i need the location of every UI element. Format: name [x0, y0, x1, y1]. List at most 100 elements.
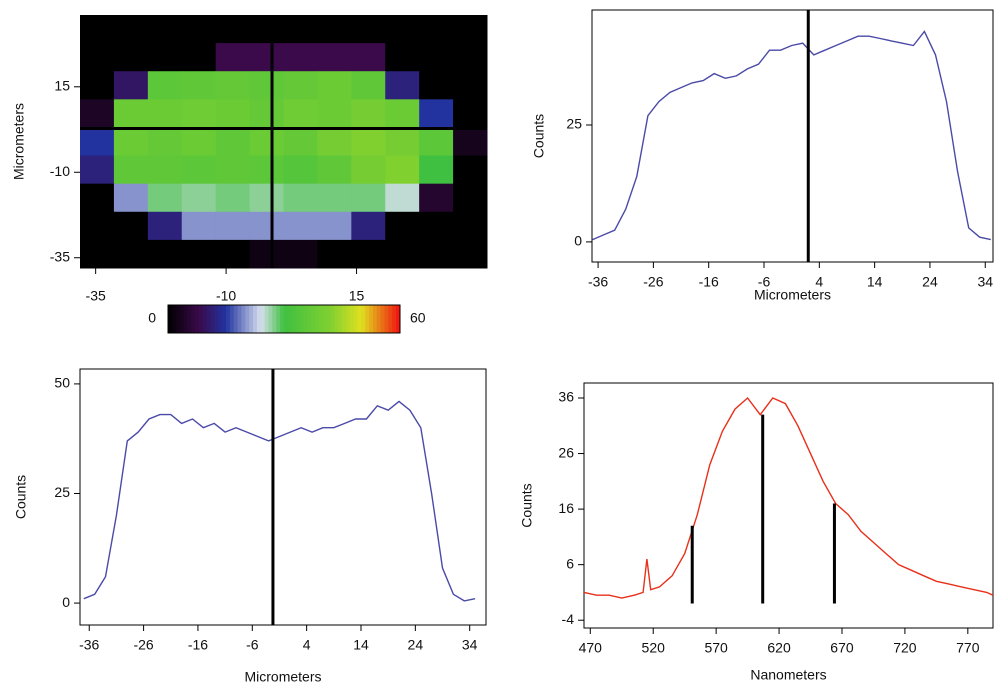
- heatmap-cell: [114, 240, 148, 269]
- heatmap-cell: [419, 43, 453, 72]
- heatmap-cell: [216, 156, 250, 185]
- heatmap-cell: [114, 212, 148, 241]
- colorbar-label: 0: [148, 310, 156, 326]
- y-tick-label: 50: [54, 375, 70, 391]
- heatmap-cell: [148, 43, 182, 72]
- colorbar-swatch: [218, 305, 222, 333]
- y-axis-label: Counts: [13, 475, 29, 519]
- colorbar-swatch: [199, 305, 203, 333]
- colorbar-swatch: [303, 305, 307, 333]
- heatmap-cell: [182, 240, 216, 269]
- heatmap-cell: [148, 15, 182, 44]
- colorbar-swatch: [319, 305, 323, 333]
- heatmap-cell: [317, 184, 351, 213]
- y-tick-label: 36: [558, 389, 574, 405]
- heatmap-cell: [216, 71, 250, 100]
- x-tick-label: 4: [303, 637, 311, 653]
- heatmap-cell: [317, 71, 351, 100]
- colorbar-swatch: [211, 305, 215, 333]
- colorbar-swatch: [288, 305, 292, 333]
- x-tick-label: -10: [216, 288, 236, 304]
- colorbar-swatch: [377, 305, 381, 333]
- x-tick-label: -26: [133, 637, 153, 653]
- heatmap-cell: [182, 156, 216, 185]
- colorbar-swatch: [168, 305, 172, 333]
- x-tick-label: 520: [642, 640, 666, 656]
- colorbar-swatch: [323, 305, 327, 333]
- heatmap-cell: [385, 15, 419, 44]
- colorbar-swatch: [315, 305, 319, 333]
- y-tick-label: 0: [574, 233, 582, 249]
- colorbar-swatch: [357, 305, 361, 333]
- heatmap-cell: [453, 127, 487, 156]
- heatmap-cell: [385, 240, 419, 269]
- heatmap-cell: [80, 212, 114, 241]
- heatmap-cell: [453, 99, 487, 128]
- heatmap-cell: [419, 127, 453, 156]
- heatmap-cell: [250, 71, 284, 100]
- heatmap-cell: [114, 127, 148, 156]
- heatmap-cell: [351, 99, 385, 128]
- x-tick-label: 14: [353, 637, 369, 653]
- x-tick-label: -16: [699, 274, 719, 290]
- heatmap-cell: [250, 184, 284, 213]
- heatmap-cell: [80, 184, 114, 213]
- y-tick-label: 25: [54, 484, 70, 500]
- y-axis-label: Counts: [519, 483, 535, 527]
- y-tick-label: 16: [558, 500, 574, 516]
- colorbar-swatch: [284, 305, 288, 333]
- colorbar-swatch: [214, 305, 218, 333]
- heatmap-cell: [182, 99, 216, 128]
- colorbar-swatch: [195, 305, 199, 333]
- heatmap-cell: [80, 71, 114, 100]
- colorbar-swatch: [311, 305, 315, 333]
- colorbar-swatch: [238, 305, 242, 333]
- colorbar-swatch: [230, 305, 234, 333]
- heatmap-cell: [284, 184, 318, 213]
- heatmap-cell: [250, 127, 284, 156]
- heatmap-cell: [317, 240, 351, 269]
- heatmap-cell: [284, 43, 318, 72]
- colorbar-swatch: [203, 305, 207, 333]
- heatmap-cell: [114, 156, 148, 185]
- y-tick-label: -4: [562, 611, 575, 627]
- colorbar-swatch: [354, 305, 358, 333]
- heatmap-cell: [148, 212, 182, 241]
- heatmap-cell: [250, 43, 284, 72]
- colorbar-swatch: [365, 305, 369, 333]
- heatmap-cell: [453, 184, 487, 213]
- x-tick-label: 14: [867, 274, 883, 290]
- heatmap-cell: [80, 15, 114, 44]
- colorbar-swatch: [296, 305, 300, 333]
- data-line: [593, 32, 991, 240]
- heatmap-cell: [148, 156, 182, 185]
- colorbar-swatch: [253, 305, 257, 333]
- heatmap-cell: [80, 99, 114, 128]
- heatmap-cell: [284, 15, 318, 44]
- colorbar-swatch: [187, 305, 191, 333]
- heatmap-cell: [317, 127, 351, 156]
- data-line: [584, 398, 993, 598]
- heatmap-cell: [351, 212, 385, 241]
- heatmap-cell: [114, 99, 148, 128]
- colorbar-swatch: [245, 305, 249, 333]
- colorbar-swatch: [385, 305, 389, 333]
- heatmap-cell: [182, 127, 216, 156]
- heatmap-cell: [385, 156, 419, 185]
- colorbar-label: 60: [410, 310, 426, 326]
- colorbar-swatch: [307, 305, 311, 333]
- heatmap-cell: [284, 71, 318, 100]
- heatmap-cell: [453, 240, 487, 269]
- heatmap-cell: [250, 99, 284, 128]
- y-tick-label: 26: [558, 444, 574, 460]
- plot-frame: [80, 369, 486, 625]
- heatmap-cell: [80, 43, 114, 72]
- heatmap-cell: [419, 156, 453, 185]
- colorbar-swatch: [191, 305, 195, 333]
- y-axis-label: Micrometers: [11, 103, 27, 180]
- heatmap-cell: [250, 15, 284, 44]
- x-axis-label: Nanometers: [750, 667, 826, 683]
- heatmap-cell: [216, 184, 250, 213]
- heatmap-cell: [284, 127, 318, 156]
- heatmap-cell: [216, 99, 250, 128]
